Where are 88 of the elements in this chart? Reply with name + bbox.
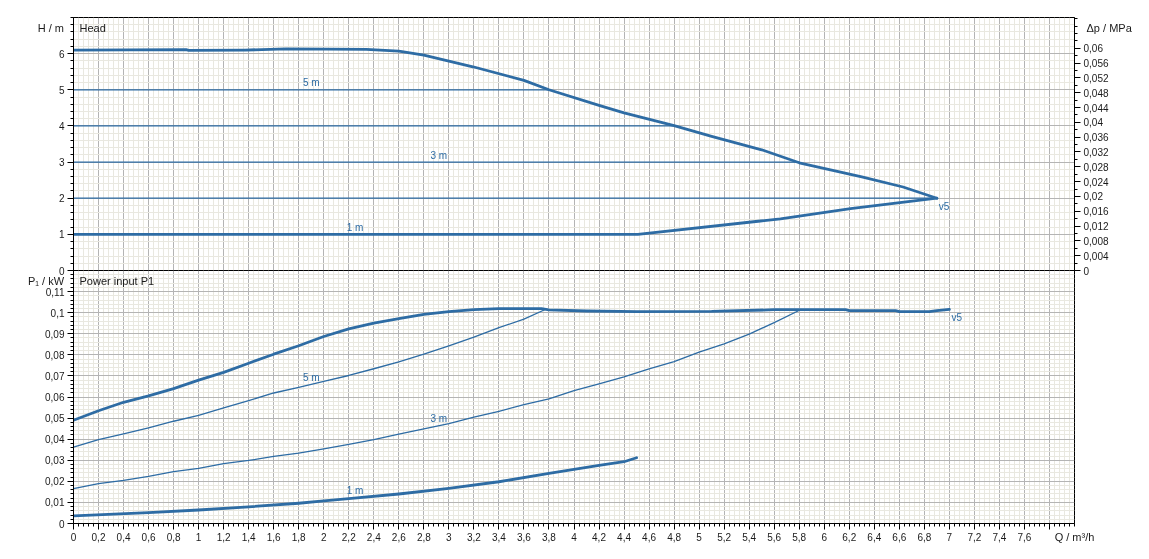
x-tick-label: 1,4 [241, 531, 257, 543]
y2-tick-label: 0,032 [1083, 146, 1109, 158]
y-tick-label: 3 [58, 157, 65, 169]
y2-tick-label: 0,06 [1083, 43, 1104, 55]
annotation: 1 m [346, 221, 364, 233]
y2-tick-label: 0,02 [1083, 191, 1104, 203]
y2-tick-label: 0,048 [1083, 87, 1109, 99]
x-tick-label: 0 [70, 531, 77, 543]
x-tick-label: 6,6 [892, 531, 907, 543]
x-tick-label: 4,8 [667, 531, 682, 543]
y-tick-label: 0,07 [45, 370, 65, 382]
x-tick-label: 5,4 [742, 531, 757, 543]
y2-tick-label: 0,012 [1083, 221, 1109, 233]
annotation: 3 m [430, 149, 448, 161]
x-tick-label: 5,6 [767, 531, 782, 543]
y-tick-label: 2 [58, 193, 65, 205]
x-tick-label: 2,4 [366, 531, 382, 543]
x-tick-label: 5,8 [792, 531, 807, 543]
x-tick-label: 1,8 [291, 531, 307, 543]
y2-tick-label: 0,016 [1083, 206, 1109, 218]
x-tick-label: 3 [446, 531, 453, 543]
y-tick-label: 0,04 [45, 434, 65, 446]
y-tick-label: 0,08 [45, 349, 65, 361]
y2-tick-label: 0,024 [1083, 176, 1109, 188]
x-tick-label: 2,8 [416, 531, 432, 543]
y2-tick-label: 0 [1083, 265, 1090, 277]
y2-axis-title: Δp / MPa [1086, 22, 1133, 35]
x-tick-label: 0,6 [141, 531, 156, 543]
y-axis-title: P₁ / kW [27, 275, 65, 288]
x-tick-label: 7,6 [1017, 531, 1032, 543]
y2-tick-label: 0,004 [1083, 250, 1109, 262]
annotation: 5 m [302, 371, 320, 383]
x-tick-label: 4 [571, 531, 578, 543]
y2-tick-label: 0,052 [1083, 72, 1109, 84]
x-tick-label: 0,2 [91, 531, 106, 543]
x-tick-label: 3,6 [517, 531, 532, 543]
y2-tick-label: 0,028 [1083, 161, 1109, 173]
x-tick-label: 6,4 [867, 531, 882, 543]
x-tick-label: 3,4 [491, 531, 507, 543]
y2-tick-label: 0,008 [1083, 235, 1109, 247]
y-tick-label: 5 [58, 84, 65, 96]
chart-title: Power input P1 [79, 274, 155, 287]
x-tick-label: 0,8 [166, 531, 181, 543]
y-tick-label: 0 [58, 265, 65, 277]
x-tick-label: 6,2 [842, 531, 857, 543]
x-axis-title: Q / m³/h [1054, 530, 1095, 543]
y-tick-label: 4 [58, 120, 65, 132]
y-tick-label: 0,09 [45, 328, 65, 340]
y-tick-label: 0,1 [50, 307, 65, 319]
annotation: 5 m [302, 77, 320, 89]
x-tick-label: 4,4 [617, 531, 632, 543]
y-tick-label: 0,02 [45, 476, 65, 488]
x-tick-label: 0,4 [116, 531, 131, 543]
annotation: 3 m [430, 413, 448, 425]
y2-tick-label: 0,044 [1083, 102, 1109, 114]
x-tick-label: 1 [195, 531, 202, 543]
y-tick-label: 0,06 [45, 392, 65, 403]
x-tick-label: 4,6 [642, 531, 657, 543]
y2-tick-label: 0,036 [1083, 132, 1109, 144]
x-tick-label: 5 [696, 531, 703, 543]
x-tick-label: 2,6 [391, 531, 407, 543]
chart-title: Head [79, 21, 106, 34]
x-tick-label: 3,2 [466, 531, 482, 543]
annotation: 1 m [346, 485, 364, 497]
y-tick-label: 0,05 [45, 413, 65, 425]
y-tick-label: 6 [58, 48, 65, 60]
x-tick-label: 6 [821, 531, 828, 543]
x-tick-label: 6,8 [917, 531, 932, 543]
y-tick-label: 0,03 [45, 455, 65, 467]
y2-tick-label: 0,056 [1083, 58, 1109, 70]
y-tick-label: 0 [58, 518, 65, 530]
y-tick-label: 0,01 [45, 497, 65, 509]
x-tick-label: 1,2 [216, 531, 232, 543]
x-tick-label: 3,8 [542, 531, 557, 543]
x-tick-label: 1,6 [266, 531, 282, 543]
x-tick-label: 2 [320, 531, 327, 543]
y2-tick-label: 0,04 [1083, 117, 1104, 129]
y-axis-title: H / m [37, 22, 64, 35]
x-tick-label: 7 [946, 531, 953, 543]
x-tick-label: 7,2 [967, 531, 982, 543]
x-tick-label: 4,2 [592, 531, 607, 543]
x-tick-label: 2,2 [341, 531, 357, 543]
x-tick-label: 5,2 [717, 531, 732, 543]
annotation: v5 [951, 311, 963, 323]
y-tick-label: 1 [58, 229, 65, 241]
annotation: v5 [938, 200, 950, 212]
x-tick-label: 7,4 [992, 531, 1007, 543]
y-tick-label: 0,11 [45, 286, 65, 298]
